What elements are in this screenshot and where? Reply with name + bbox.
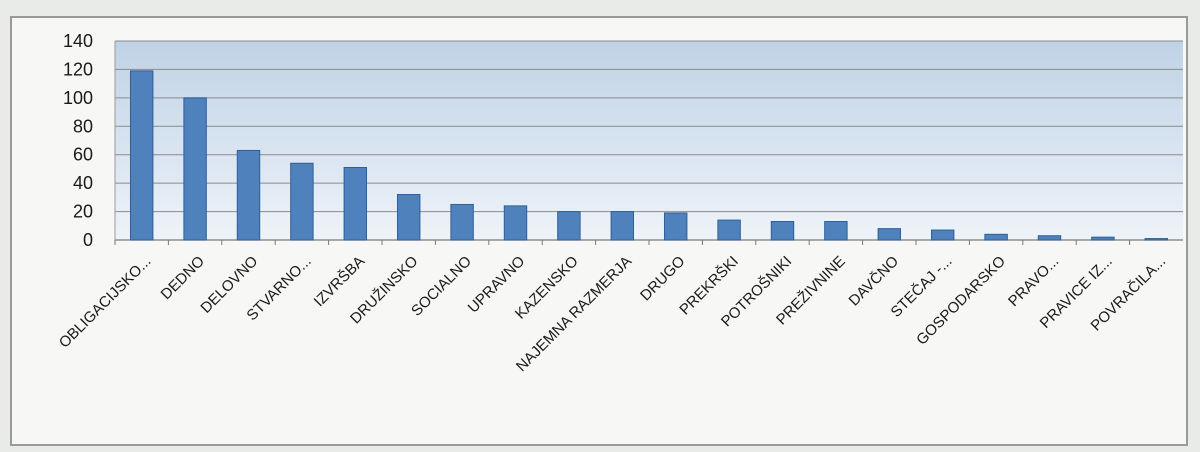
y-tick-label: 60 [73,145,93,165]
bar [610,211,635,241]
plot-area [115,41,1183,240]
bar [877,228,902,241]
y-tick-label: 80 [73,116,93,136]
bar [663,212,688,241]
y-tick-label: 0 [83,230,93,250]
bar [1091,236,1115,241]
y-tick-label: 20 [73,202,93,222]
bar [557,211,581,241]
category-label: DAVČNO [846,253,903,310]
bar [396,194,421,241]
category-label: DRUGO [637,253,689,305]
bar [717,219,741,241]
bar [183,97,207,241]
bar [450,203,474,241]
y-tick-label: 100 [63,88,93,108]
bar [503,205,528,241]
bar [984,233,1008,241]
y-tick-label: 40 [73,173,93,193]
bar [343,167,368,241]
bar [129,70,154,241]
y-tick-label: 140 [63,31,93,51]
bar [824,221,848,241]
y-tick-label: 120 [63,59,93,79]
category-label: DEDNO [158,253,208,303]
bar [770,221,795,241]
bar [236,149,261,241]
bar [1144,238,1169,241]
bar [290,162,314,241]
bar [1037,235,1062,241]
bar [930,229,955,241]
category-label: GOSPODARSKO [913,253,1009,349]
category-label: OBLIGACIJSKO... [56,253,155,352]
